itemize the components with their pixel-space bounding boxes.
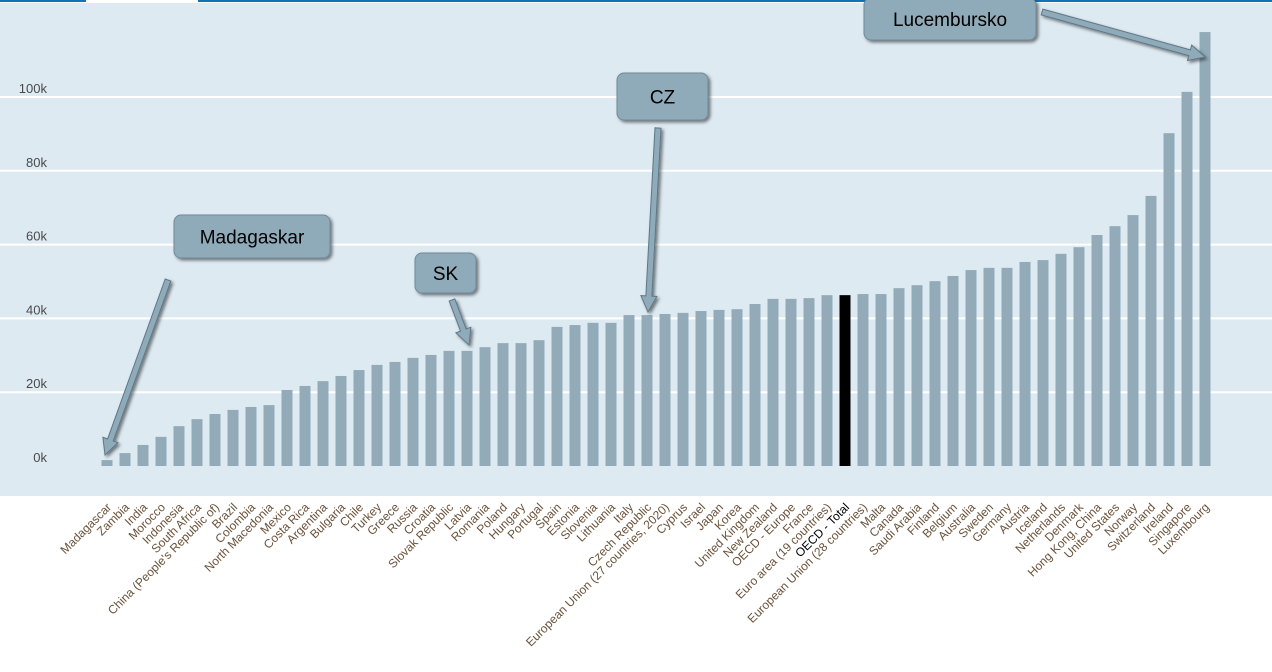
callout-madagascar: Madagaskar [102,214,331,457]
callout-arrow [640,127,662,314]
callout-label: Madagaskar [200,228,305,249]
bar-israel [695,311,707,466]
bar-european-union-28-countries- [857,294,869,466]
bar-portugal [533,340,545,466]
bar-new-zealand [767,298,779,466]
bar-japan [713,309,725,466]
callout-label: SK [433,264,459,285]
bar-luxembourg [1199,32,1211,466]
callout-slovak-republic: SK [414,252,477,347]
bar-australia [965,270,977,466]
callout-box [173,214,331,259]
bar-brazil [227,409,239,466]
bar-france [803,298,815,466]
bar-finland [929,281,941,466]
callout-luxembourg: Lucembursko [863,0,1207,62]
tab-bar-line [0,0,86,2]
bar-north-macedonia [263,405,275,466]
y-tick-label: 20k [26,376,47,391]
bar-switzerland [1145,195,1157,466]
bar-united-states [1109,226,1121,466]
bar-norway [1127,215,1139,466]
callout-box [863,0,1037,41]
bar-madagascar [101,460,113,466]
bar-ireland [1163,133,1175,467]
callout-arrow [448,298,472,347]
bar-russia [407,357,419,466]
bar-saudi-arabia [911,285,923,466]
callout-arrow [1040,8,1207,62]
callout-label: Lucembursko [893,10,1007,31]
bar-slovak-republic [443,350,455,466]
bar-malta [875,294,887,466]
bar-united-kingdom [749,304,761,466]
bar-argentina [317,381,329,466]
callout-box [616,72,709,121]
bar-turkey [371,364,383,466]
callout-label: CZ [650,88,676,109]
bar-denmark [1073,247,1085,466]
bar-czech-republic [641,315,653,466]
tab-bar-line [198,0,1272,2]
bar-canada [893,288,905,466]
bar-sweden [983,267,995,466]
bar-costa-rica [299,385,311,466]
bar-oecd-europe [785,298,797,466]
y-tick-label: 0k [33,450,47,465]
bar-indonesia [173,426,185,466]
bar-latvia [461,350,473,466]
bar-bulgaria [335,375,347,466]
bar-hungary [515,343,527,466]
y-tick-label: 40k [26,302,47,317]
bar-belgium [947,275,959,466]
bar-austria [1019,261,1031,466]
bar-romania [479,347,491,466]
bar-euro-area-19-countries- [821,295,833,466]
bar-croatia [425,354,437,466]
bar-spain [551,326,563,466]
bar-netherlands [1055,253,1067,466]
bar-korea [731,309,743,466]
y-tick-label: 60k [26,229,47,244]
bar-colombia [245,406,257,466]
callout-arrow [102,278,172,457]
bar-cyprus [677,312,689,466]
bar-lithuania [605,322,617,466]
bar-india [137,444,149,466]
bar-singapore [1181,91,1193,467]
bar-china-people-s-republic-of- [209,413,221,466]
y-tick-label: 80k [26,155,47,170]
bar-mexico [281,389,293,466]
callout-box [414,252,477,294]
bar-hong-kong-china [1091,235,1103,466]
bar-estonia [569,325,581,466]
bar-south-africa [191,419,203,466]
y-tick-label: 100k [19,81,48,96]
bar-slovenia [587,322,599,466]
bar-iceland [1037,260,1049,466]
bar-morocco [155,436,167,466]
callout-czech-republic: CZ [616,72,709,314]
bar-chile [353,370,365,466]
bar-zambia [119,453,131,466]
bar-oecd-total [839,295,851,466]
bar-italy [623,315,635,466]
bar-greece [389,361,401,466]
bar-poland [497,343,509,466]
bar-germany [1001,267,1013,466]
bar-european-union-27-countries-2020- [659,313,671,466]
